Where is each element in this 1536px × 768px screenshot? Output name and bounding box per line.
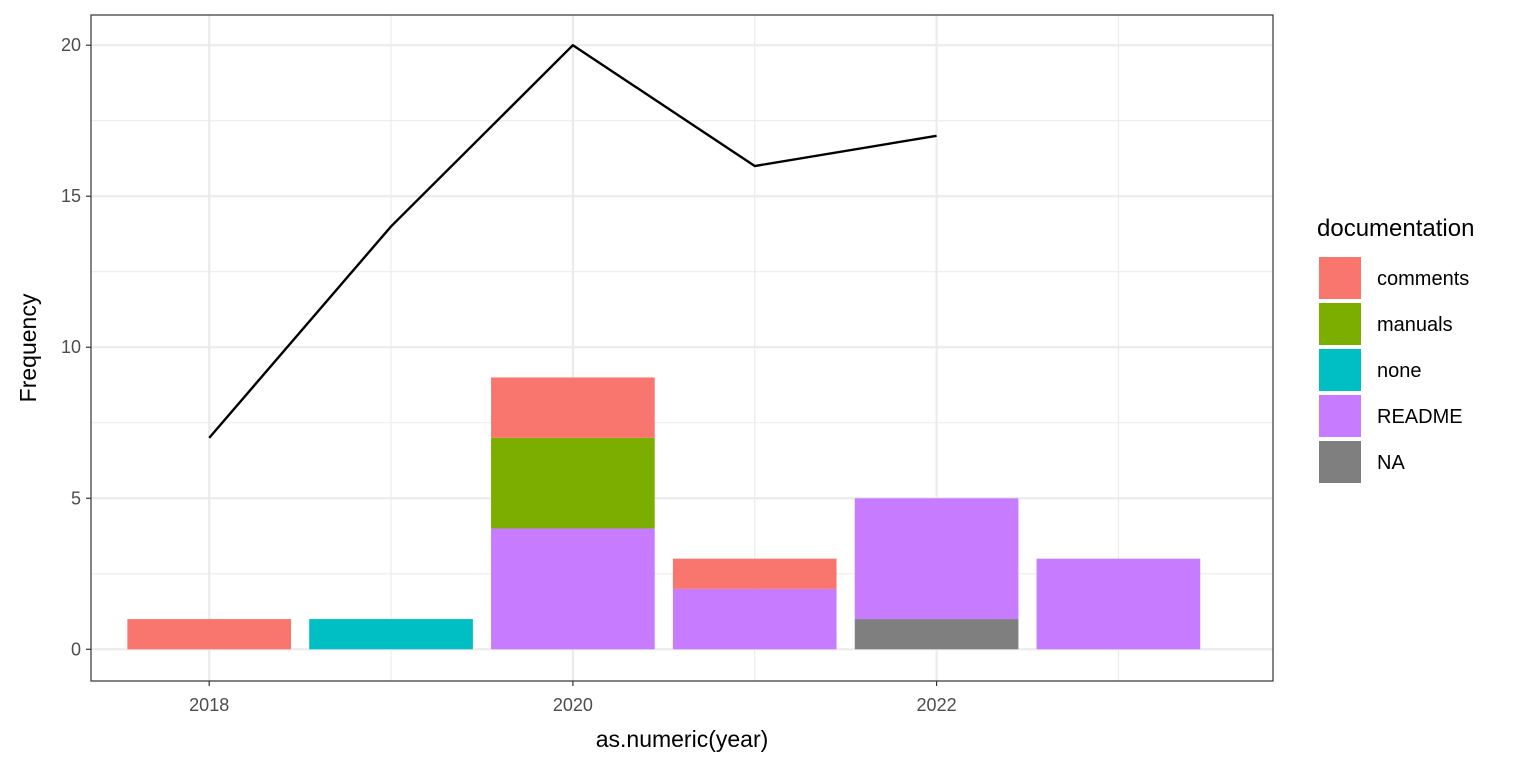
legend-key-none [1319, 349, 1361, 391]
bar-segment-2020-readme [491, 528, 655, 650]
legend-key-comments [1319, 257, 1361, 299]
y-tick-label: 15 [61, 186, 81, 206]
x-tick-label: 2022 [917, 695, 957, 715]
y-axis-title: Frequency [15, 293, 41, 402]
legend: documentation comments manuals none README N… [1317, 215, 1474, 483]
x-axis-title: as.numeric(year) [596, 726, 769, 752]
bar-segment-2023-readme [1036, 558, 1201, 650]
bar-segment-2018-comments [127, 619, 292, 650]
total-line-path [208, 44, 937, 439]
y-tick-label: 20 [61, 35, 81, 55]
legend-label-readme: README [1377, 406, 1463, 428]
legend-label-none: none [1377, 360, 1422, 382]
plot-border [90, 14, 1274, 682]
legend-label-manuals: manuals [1377, 314, 1453, 336]
bar-segment-2019-none [309, 619, 473, 650]
bar-segment-2022-readme [854, 498, 1019, 620]
legend-key-na [1319, 441, 1361, 483]
x-axis: 2018 2020 2022 [189, 681, 957, 715]
legend-title: documentation [1317, 215, 1474, 242]
legend-label-comments: comments [1377, 268, 1469, 290]
legend-key-readme [1319, 395, 1361, 437]
bar-segment-2020-comments [491, 377, 655, 438]
bar-segment-2020-manuals [491, 437, 655, 529]
bar-segment-2022-na [854, 619, 1019, 650]
x-tick-label: 2018 [189, 695, 229, 715]
legend-key-manuals [1319, 303, 1361, 345]
bar-segment-2021-readme [672, 588, 837, 650]
x-tick-label: 2020 [553, 695, 593, 715]
bar-segment-2021-comments [672, 558, 837, 589]
y-axis: 0 5 10 15 20 [61, 35, 91, 659]
total-line [208, 44, 937, 439]
legend-label-na: NA [1377, 452, 1405, 474]
y-tick-label: 10 [61, 337, 81, 357]
bars [127, 377, 1201, 650]
y-tick-label: 5 [71, 488, 81, 508]
y-tick-label: 0 [71, 639, 81, 659]
